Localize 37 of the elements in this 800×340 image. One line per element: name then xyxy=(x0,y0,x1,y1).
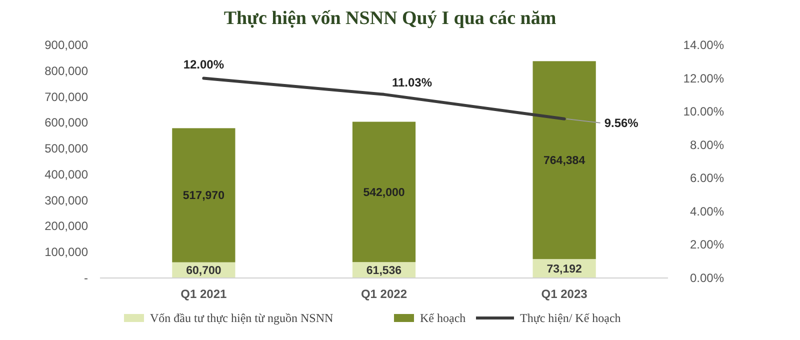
data-label: 61,536 xyxy=(366,265,402,278)
bar xyxy=(352,122,416,262)
data-label: 764,384 xyxy=(544,155,586,168)
x-tick-label: Q1 2021 xyxy=(180,287,228,301)
y2-tick-label: 0.00% xyxy=(690,271,724,285)
data-label: 517,970 xyxy=(182,190,224,202)
x-tick-label: Q1 2023 xyxy=(541,287,588,301)
y2-tick-label: 4.00% xyxy=(690,204,724,218)
data-label: 12.00% xyxy=(183,57,224,72)
y2-tick-label: 8.00% xyxy=(690,138,724,152)
y2-tick-label: 12.00% xyxy=(683,71,724,86)
legend-label: Vốn đầu tư thực hiện từ nguồn NSNN xyxy=(150,311,334,325)
y-tick-label: 700,000 xyxy=(44,90,88,104)
data-label: 73,192 xyxy=(546,264,582,276)
y-tick-label: 400,000 xyxy=(44,167,88,182)
bar xyxy=(532,61,596,260)
data-label: 9.56% xyxy=(604,116,639,130)
y-tick-label: 900,000 xyxy=(44,38,88,52)
y2-tick-label: 14.00% xyxy=(683,38,724,52)
y2-tick-label: 2.00% xyxy=(690,238,724,252)
y-tick-label: 300,000 xyxy=(44,193,88,208)
y-tick-label: 200,000 xyxy=(44,219,88,234)
y-tick-label: - xyxy=(84,271,88,285)
y-tick-label: 600,000 xyxy=(44,116,88,130)
chart-title: Thực hiện vốn NSNN Quý I qua các năm xyxy=(224,8,556,29)
y-tick-label: 500,000 xyxy=(44,142,88,156)
data-label: 60,700 xyxy=(186,265,222,278)
legend-label: Kế hoạch xyxy=(420,311,466,325)
y-tick-label: 100,000 xyxy=(44,245,88,260)
y2-tick-label: 10.00% xyxy=(683,104,724,119)
data-label: 542,000 xyxy=(363,186,405,199)
bar xyxy=(172,128,236,262)
legend-label: Thực hiện/ Kế hoạch xyxy=(520,311,621,325)
data-label: 11.03% xyxy=(392,75,432,90)
y-tick-label: 800,000 xyxy=(44,64,88,78)
y2-tick-label: 6.00% xyxy=(690,171,724,186)
x-tick-label: Q1 2022 xyxy=(360,287,408,301)
